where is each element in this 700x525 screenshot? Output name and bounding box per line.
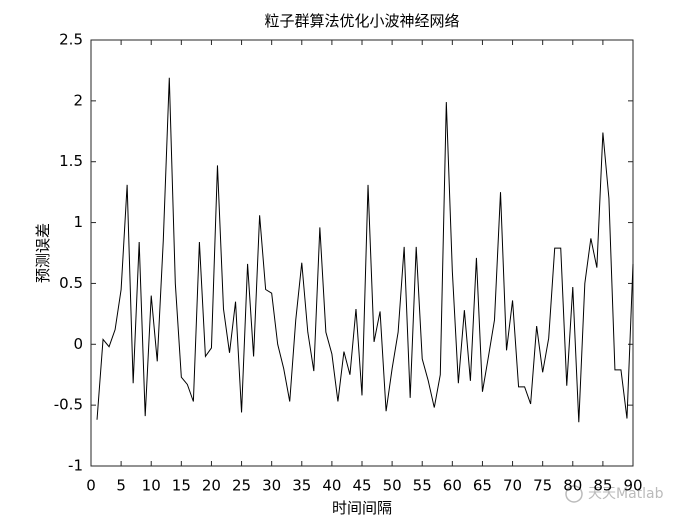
y-tick-label: 0	[73, 335, 83, 353]
x-tick-label: 0	[86, 477, 96, 495]
x-tick-label: 65	[473, 477, 492, 495]
x-tick-label: 75	[533, 477, 552, 495]
x-tick-label: 30	[262, 477, 281, 495]
y-tick-label: 1	[73, 213, 83, 231]
x-tick-label: 85	[593, 477, 612, 495]
x-tick-label: 45	[352, 477, 371, 495]
data-line	[96, 77, 634, 423]
x-tick-label: 10	[142, 477, 161, 495]
chart-title: 粒子群算法优化小波神经网络	[264, 12, 459, 30]
x-tick-label: 15	[172, 477, 191, 495]
y-tick-label: 2	[73, 91, 83, 109]
x-tick-label: 40	[322, 477, 341, 495]
x-tick-label: 90	[623, 477, 642, 495]
y-tick-label: 1.5	[59, 152, 83, 170]
x-tick-label: 60	[443, 477, 462, 495]
x-tick-label: 35	[292, 477, 311, 495]
watermark-icon	[565, 485, 583, 503]
x-tick-label: 25	[232, 477, 251, 495]
x-tick-label: 50	[383, 477, 402, 495]
x-tick-label: 80	[563, 477, 582, 495]
x-axis-label: 时间间隔	[332, 499, 392, 517]
x-tick-label: 55	[413, 477, 432, 495]
x-tick-label: 70	[503, 477, 522, 495]
y-tick-label: -1	[68, 457, 83, 475]
y-axis-label: 预测误差	[34, 223, 52, 283]
y-tick-label: -0.5	[54, 396, 83, 414]
y-tick-label: 2.5	[59, 31, 83, 49]
watermark: 天天Matlab	[588, 486, 664, 502]
x-tick-label: 20	[202, 477, 221, 495]
x-tick-label: 5	[116, 477, 126, 495]
y-tick-label: 0.5	[59, 274, 83, 292]
